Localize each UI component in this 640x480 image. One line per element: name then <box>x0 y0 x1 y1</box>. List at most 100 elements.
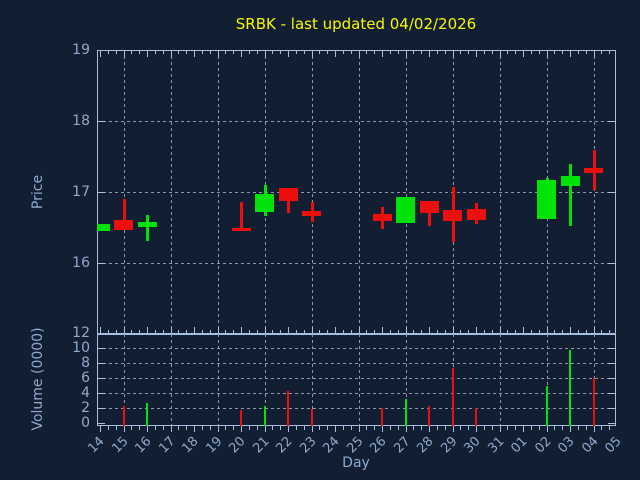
axis-tick <box>194 327 195 334</box>
candle-body <box>137 222 157 228</box>
axis-tick <box>507 50 509 54</box>
axis-tick <box>382 426 383 432</box>
axis-tick <box>97 423 105 425</box>
axis-tick <box>608 408 616 410</box>
candle-body <box>255 193 274 213</box>
day-gridline <box>358 50 360 334</box>
axis-tick <box>217 50 219 57</box>
axis-tick <box>319 50 321 54</box>
axis-tick <box>194 50 195 57</box>
axis-tick <box>609 50 611 54</box>
axis-tick <box>444 426 446 430</box>
volume-bar <box>240 409 242 426</box>
axis-tick <box>554 426 556 430</box>
axis-tick <box>256 330 258 334</box>
volume-bar <box>428 406 430 426</box>
axis-tick <box>515 330 517 334</box>
candle-body <box>419 200 439 213</box>
volume-bar <box>569 349 571 426</box>
axis-tick <box>389 50 391 54</box>
axis-tick <box>288 50 289 57</box>
axis-tick <box>577 50 579 54</box>
candle-wick <box>240 202 243 231</box>
axis-tick <box>585 50 587 54</box>
volume-tick-label: 12 <box>72 325 90 342</box>
price-plot-area <box>97 50 616 334</box>
axis-tick <box>523 327 524 334</box>
volume-tick-label: 0 <box>81 415 90 432</box>
day-gridline <box>546 334 548 426</box>
day-tick-label: 02 <box>531 434 555 457</box>
day-tick-label: 19 <box>202 434 226 457</box>
axis-tick <box>366 330 368 334</box>
price-tick-label: 18 <box>72 112 90 129</box>
axis-tick <box>350 330 352 334</box>
axis-tick <box>562 426 564 430</box>
axis-tick <box>264 426 266 432</box>
candle-body <box>560 176 580 187</box>
axis-tick <box>601 50 603 54</box>
price-tick-label: 16 <box>72 254 90 271</box>
axis-tick <box>319 426 321 430</box>
axis-tick <box>147 327 148 334</box>
axis-tick <box>358 426 360 432</box>
axis-tick <box>311 426 313 432</box>
day-tick-label: 30 <box>461 434 484 457</box>
axis-tick <box>374 50 376 54</box>
axis-tick <box>100 426 101 432</box>
axis-tick <box>609 426 611 430</box>
axis-tick <box>272 330 274 334</box>
axis-tick <box>468 50 470 54</box>
day-gridline <box>405 334 407 426</box>
candle-body <box>443 210 462 222</box>
axis-tick <box>233 330 235 334</box>
axis-tick <box>288 426 289 432</box>
axis-tick <box>100 50 101 57</box>
axis-tick <box>429 426 430 432</box>
axis-tick <box>186 426 188 430</box>
axis-tick <box>397 330 399 334</box>
axis-tick <box>538 426 540 430</box>
day-gridline <box>170 334 172 426</box>
volume-bar <box>122 406 125 426</box>
axis-tick <box>178 330 180 334</box>
axis-tick <box>123 426 125 432</box>
candle-wick <box>569 164 572 227</box>
axis-tick <box>530 50 532 54</box>
axis-tick <box>421 426 423 430</box>
volume-bar <box>475 407 477 426</box>
volume-gridline <box>97 393 616 395</box>
axis-tick <box>436 426 438 430</box>
axis-tick <box>374 330 376 334</box>
axis-tick <box>162 426 164 430</box>
axis-tick <box>562 330 564 334</box>
axis-tick <box>97 50 105 51</box>
axis-tick <box>303 330 305 334</box>
volume-bar <box>404 398 407 426</box>
axis-tick <box>608 423 616 425</box>
axis-tick <box>608 50 616 51</box>
day-tick-label: 22 <box>273 434 296 457</box>
volume-axis-title: Volume (0000) <box>30 327 46 431</box>
axis-tick <box>413 330 415 334</box>
axis-tick <box>389 426 391 430</box>
axis-tick <box>225 50 227 54</box>
axis-tick <box>201 330 203 334</box>
axis-tick <box>523 50 524 57</box>
axis-tick <box>476 327 477 334</box>
axis-tick <box>97 120 105 122</box>
day-gridline <box>123 334 125 426</box>
axis-tick <box>139 426 141 430</box>
axis-tick <box>225 426 227 430</box>
day-tick-label: 23 <box>296 434 320 457</box>
axis-tick <box>350 426 352 430</box>
axis-tick <box>366 426 368 430</box>
price-tick-label: 17 <box>72 183 90 200</box>
axis-tick <box>460 426 462 430</box>
axis-tick <box>358 50 360 57</box>
axis-tick <box>123 327 125 334</box>
axis-tick <box>491 50 493 54</box>
axis-tick <box>154 50 156 54</box>
axis-tick <box>476 50 477 57</box>
axis-tick <box>538 50 540 54</box>
